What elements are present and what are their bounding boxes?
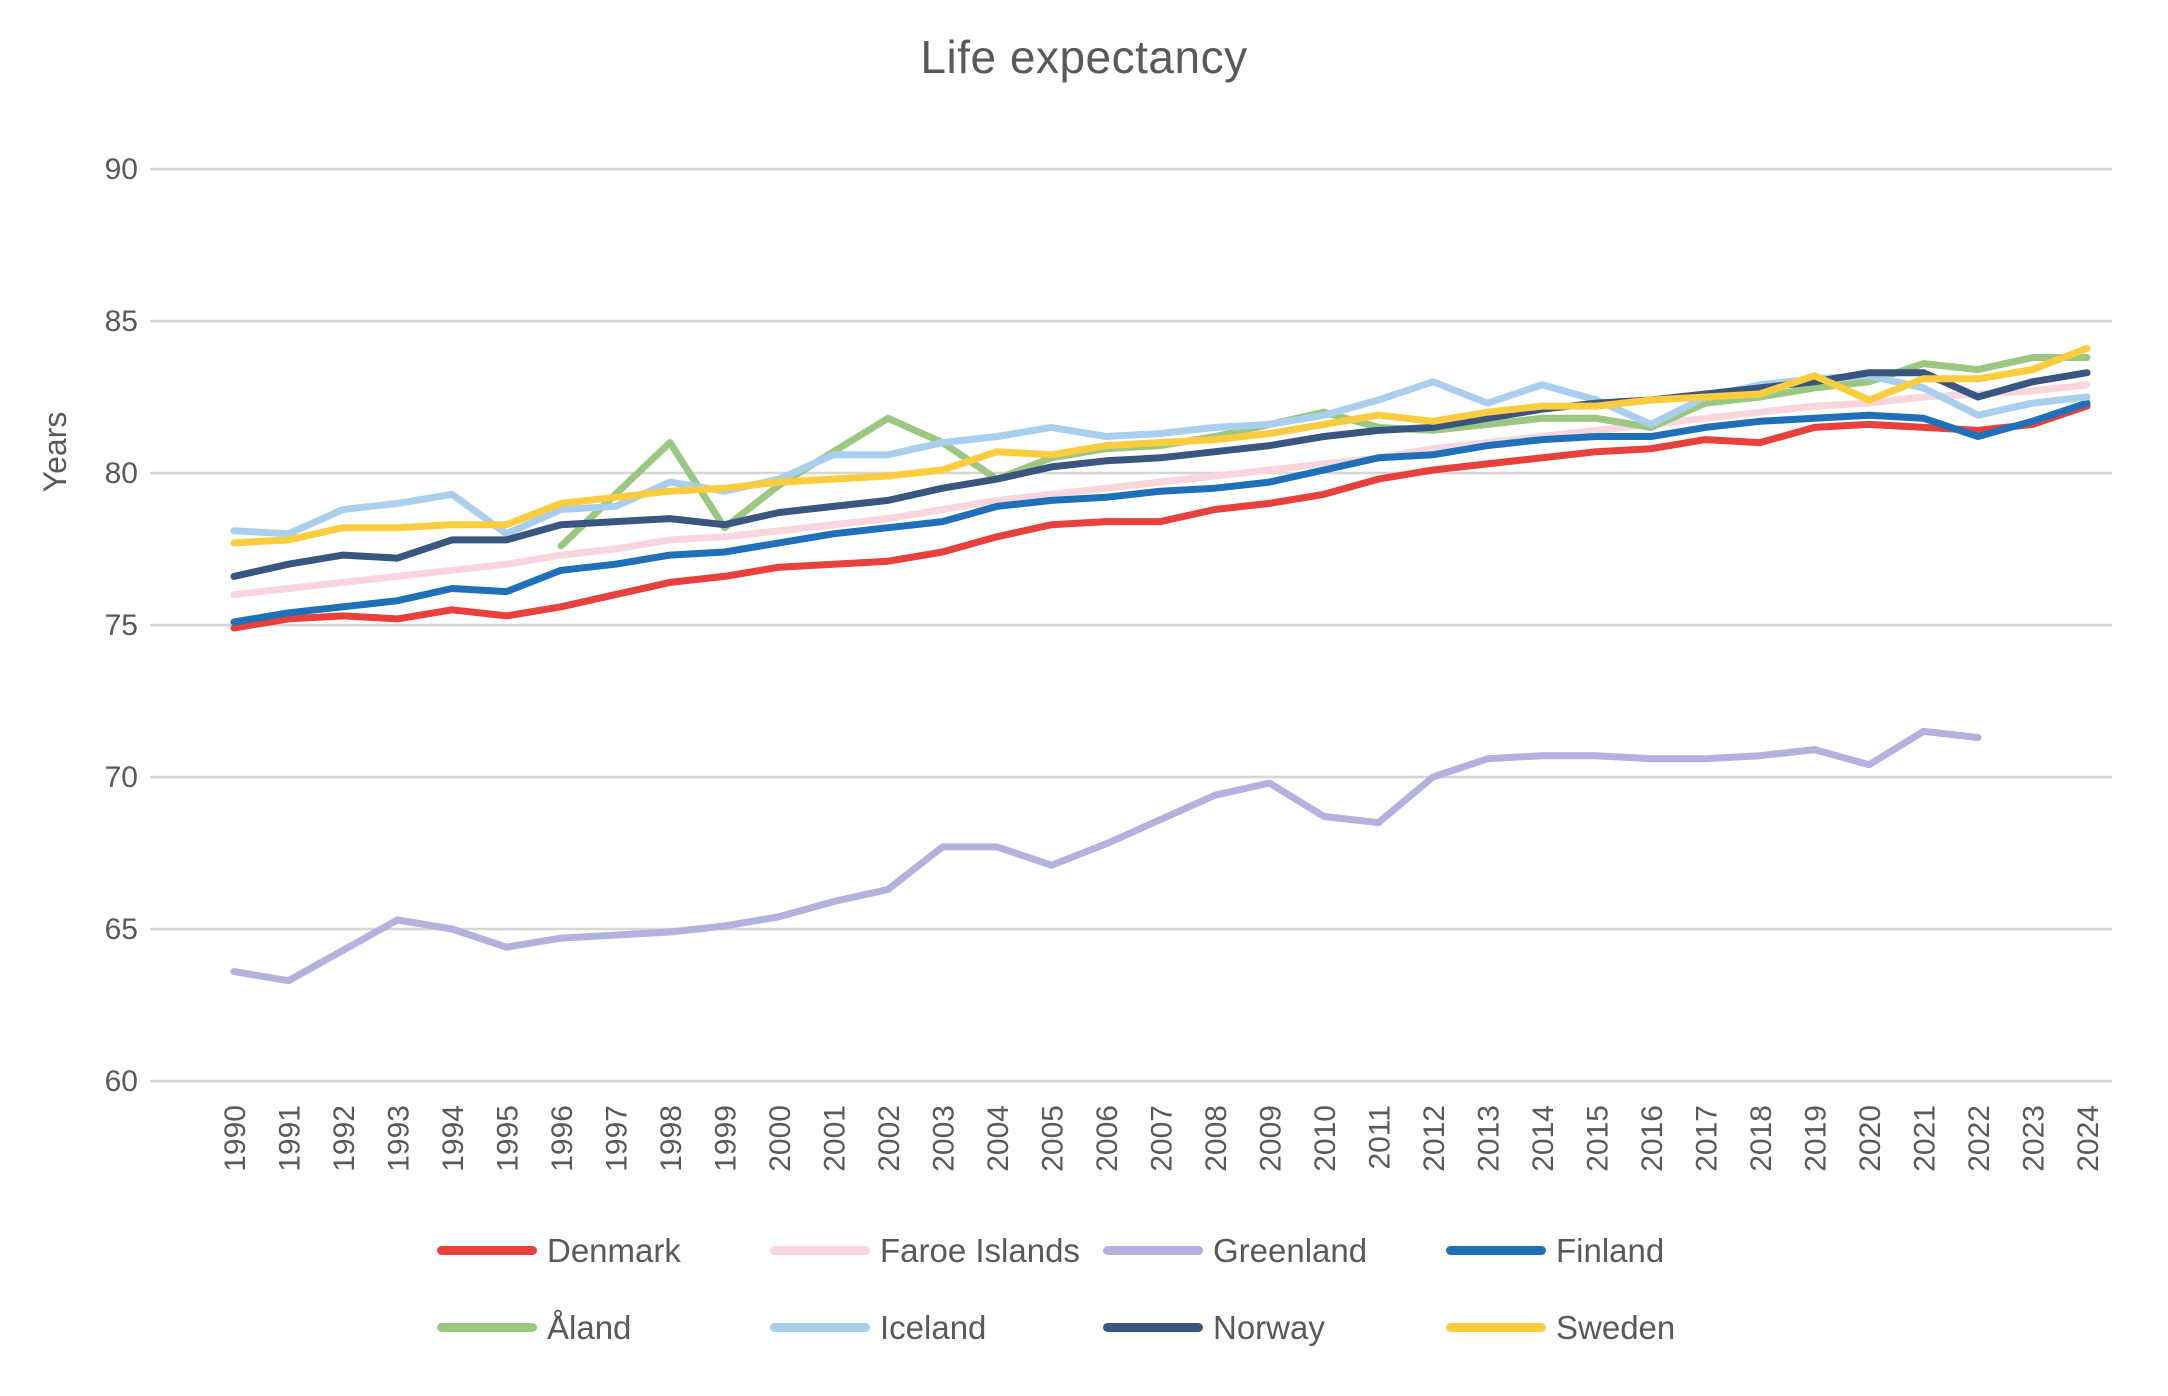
y-axis-title: Years <box>37 412 73 493</box>
x-tick-2003: 2003 <box>928 1105 961 1172</box>
y-tick-85: 85 <box>105 305 138 338</box>
legend-swatch-finland <box>1446 1246 1546 1255</box>
y-tick-90: 90 <box>105 153 138 186</box>
x-tick-2021: 2021 <box>1909 1105 1942 1172</box>
x-tick-2008: 2008 <box>1200 1105 1233 1172</box>
x-tick-2011: 2011 <box>1364 1105 1397 1170</box>
x-tick-2014: 2014 <box>1527 1105 1560 1172</box>
x-tick-2022: 2022 <box>1963 1105 1996 1172</box>
legend-item-greenland: Greenland <box>1103 1232 1446 1270</box>
x-tick-1994: 1994 <box>437 1105 470 1172</box>
x-tick-2007: 2007 <box>1146 1105 1179 1172</box>
legend-swatch-sweden <box>1446 1323 1546 1332</box>
legend-swatch-greenland <box>1103 1246 1203 1255</box>
y-tick-80: 80 <box>105 457 138 490</box>
series-line-greenland <box>230 727 1982 985</box>
legend-label-norway: Norway <box>1213 1308 1325 1346</box>
x-tick-1996: 1996 <box>546 1105 579 1172</box>
legend-swatch-faroe-islands <box>770 1246 870 1255</box>
x-tick-2018: 2018 <box>1745 1105 1778 1172</box>
x-tick-2002: 2002 <box>873 1105 906 1172</box>
x-tick-2016: 2016 <box>1636 1105 1669 1172</box>
x-tick-2006: 2006 <box>1091 1105 1124 1172</box>
legend-label-denmark: Denmark <box>547 1231 681 1269</box>
x-tick-2001: 2001 <box>819 1105 852 1172</box>
legend-swatch-iceland <box>770 1323 870 1332</box>
x-tick-2010: 2010 <box>1309 1105 1342 1172</box>
x-tick-2020: 2020 <box>1854 1105 1887 1172</box>
legend: Denmark Faroe Islands Greenland Finland Ålan… <box>437 1212 1779 1366</box>
x-tick-1999: 1999 <box>710 1105 743 1172</box>
x-tick-2000: 2000 <box>764 1105 797 1172</box>
legend-item-finland: Finland <box>1446 1232 1779 1270</box>
series-line--land <box>557 354 2091 550</box>
x-tick-2004: 2004 <box>982 1105 1015 1172</box>
x-tick-2023: 2023 <box>2018 1105 2051 1172</box>
x-tick-1991: 1991 <box>274 1105 307 1172</box>
y-tick-70: 70 <box>105 761 138 794</box>
x-tick-1995: 1995 <box>492 1105 525 1172</box>
legend-label-faroe-islands: Faroe Islands <box>880 1231 1080 1269</box>
series-line-denmark <box>230 402 2091 632</box>
legend-item-iceland: Iceland <box>770 1309 1103 1347</box>
chart-title: Life expectancy <box>920 31 1248 83</box>
x-tick-1992: 1992 <box>328 1105 361 1172</box>
x-tick-1993: 1993 <box>383 1105 416 1172</box>
x-tick-1997: 1997 <box>601 1105 634 1172</box>
legend-label-greenland: Greenland <box>1213 1231 1368 1269</box>
x-tick-2013: 2013 <box>1473 1105 1506 1172</box>
legend-swatch-norway <box>1103 1323 1203 1332</box>
x-tick-1990: 1990 <box>219 1105 252 1172</box>
series-line-faroe-islands <box>230 381 2091 599</box>
legend-label-finland: Finland <box>1556 1231 1665 1269</box>
legend-label-iceland: Iceland <box>880 1308 987 1346</box>
legend-label-sweden: Sweden <box>1556 1308 1676 1346</box>
x-tick-2012: 2012 <box>1418 1105 1451 1172</box>
y-tick-60: 60 <box>105 1065 138 1098</box>
x-tick-2019: 2019 <box>1800 1105 1833 1172</box>
legend-item-norway: Norway <box>1103 1309 1446 1347</box>
legend-item-faroe-islands: Faroe Islands <box>770 1232 1103 1270</box>
y-tick-75: 75 <box>105 609 138 642</box>
legend-swatch-denmark <box>437 1246 537 1255</box>
x-tick-2015: 2015 <box>1582 1105 1615 1172</box>
x-tick-2009: 2009 <box>1255 1105 1288 1172</box>
x-tick-2024: 2024 <box>2072 1105 2105 1172</box>
legend-item-sweden: Sweden <box>1446 1309 1779 1347</box>
legend-item--land: Åland <box>437 1309 770 1347</box>
series-line-finland <box>230 399 2091 626</box>
legend-item-denmark: Denmark <box>437 1232 770 1270</box>
x-tick-1998: 1998 <box>655 1105 688 1172</box>
legend-swatch--land <box>437 1323 537 1332</box>
series-line-sweden <box>230 344 2091 547</box>
x-tick-2005: 2005 <box>1037 1105 1070 1172</box>
legend-label--land: Åland <box>547 1308 632 1346</box>
x-tick-2017: 2017 <box>1691 1105 1724 1172</box>
y-tick-65: 65 <box>105 913 138 946</box>
